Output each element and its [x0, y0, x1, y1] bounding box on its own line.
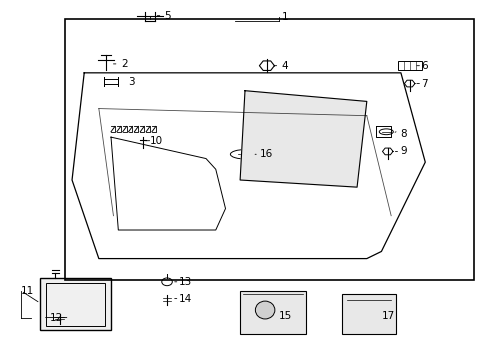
Bar — [65, 19, 474, 280]
Text: 1: 1 — [282, 13, 288, 22]
Text: 17: 17 — [381, 311, 394, 321]
Text: 12: 12 — [50, 312, 63, 323]
Ellipse shape — [255, 301, 275, 319]
Text: 9: 9 — [400, 147, 407, 157]
Text: 3: 3 — [128, 77, 135, 87]
Text: 15: 15 — [279, 311, 293, 321]
Bar — [397, 61, 422, 70]
Text: 14: 14 — [179, 294, 193, 303]
Text: 6: 6 — [421, 61, 428, 71]
Text: 13: 13 — [179, 277, 193, 287]
Bar — [240, 291, 306, 334]
Bar — [40, 278, 111, 330]
Text: 16: 16 — [260, 149, 273, 159]
Polygon shape — [240, 91, 367, 187]
Text: 5: 5 — [165, 11, 171, 21]
Text: 11: 11 — [21, 286, 34, 296]
Text: 8: 8 — [400, 129, 407, 139]
Text: 4: 4 — [282, 61, 288, 71]
Bar — [343, 294, 396, 334]
Text: 7: 7 — [421, 78, 428, 89]
Text: 10: 10 — [150, 136, 163, 146]
Text: 2: 2 — [121, 59, 127, 69]
Bar — [46, 283, 105, 326]
